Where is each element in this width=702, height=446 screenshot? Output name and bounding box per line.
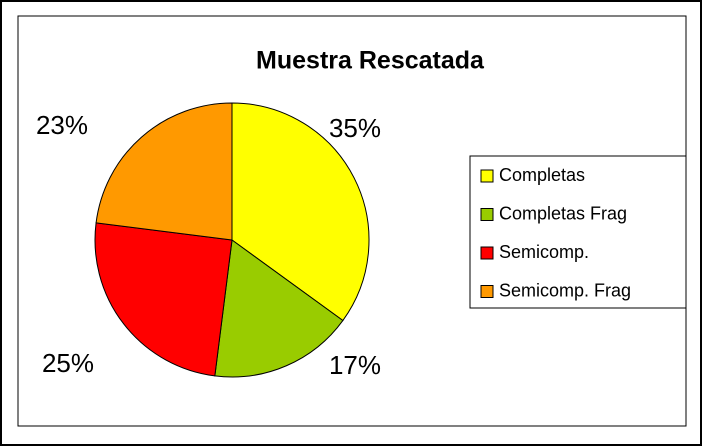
pie-slice — [95, 102, 233, 241]
legend-swatch — [480, 246, 494, 260]
pie-slice — [214, 239, 344, 378]
legend-swatch — [480, 169, 494, 183]
data-label: 35% — [329, 113, 381, 143]
legend-label: Semicomp. Frag — [499, 280, 631, 300]
chart-title: Muestra Rescatada — [256, 47, 485, 75]
data-label: 23% — [36, 110, 88, 140]
pie-slice — [94, 222, 233, 377]
data-label: 25% — [42, 348, 94, 378]
legend-swatch — [480, 285, 494, 298]
legend-label: Completas — [499, 165, 585, 185]
data-label: 17% — [329, 350, 381, 380]
legend — [469, 155, 687, 309]
pie-slice — [231, 102, 370, 322]
legend-label: Completas Frag — [499, 203, 627, 223]
legend-label: Semicomp. — [499, 242, 589, 262]
legend-swatch — [480, 208, 494, 221]
